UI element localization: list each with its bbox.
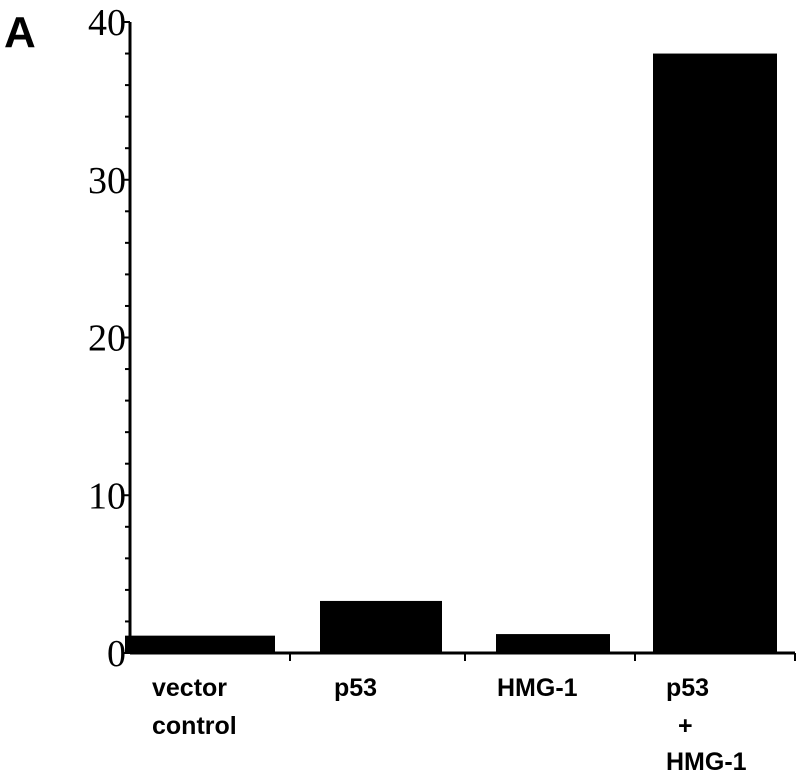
panel-label: A bbox=[4, 8, 36, 57]
y-ticks-group: 0 10 20 30 40 bbox=[88, 2, 130, 675]
bars-group bbox=[125, 53, 777, 654]
y-tick-label-40: 40 bbox=[88, 2, 126, 44]
bar-1 bbox=[320, 600, 442, 653]
x-labels-group: vector control p53 HMG-1 p53 + HMG-1 bbox=[152, 674, 747, 776]
x-label-3-line-1: + bbox=[678, 712, 693, 740]
x-label-3-line-2: HMG-1 bbox=[666, 748, 747, 776]
x-label-0-line-0: vector bbox=[152, 674, 227, 702]
y-tick-label-0: 0 bbox=[107, 633, 126, 675]
x-label-0-line-1: control bbox=[152, 712, 237, 740]
x-label-2-line-0: HMG-1 bbox=[497, 674, 578, 702]
y-tick-label-10: 10 bbox=[88, 475, 126, 517]
y-tick-label-30: 30 bbox=[88, 160, 126, 202]
x-label-1-line-0: p53 bbox=[334, 674, 377, 702]
bar-0 bbox=[125, 635, 275, 653]
bar-3 bbox=[653, 53, 777, 654]
y-tick-label-20: 20 bbox=[88, 318, 126, 360]
x-label-3-line-0: p53 bbox=[666, 674, 709, 702]
bar-2 bbox=[496, 634, 610, 653]
